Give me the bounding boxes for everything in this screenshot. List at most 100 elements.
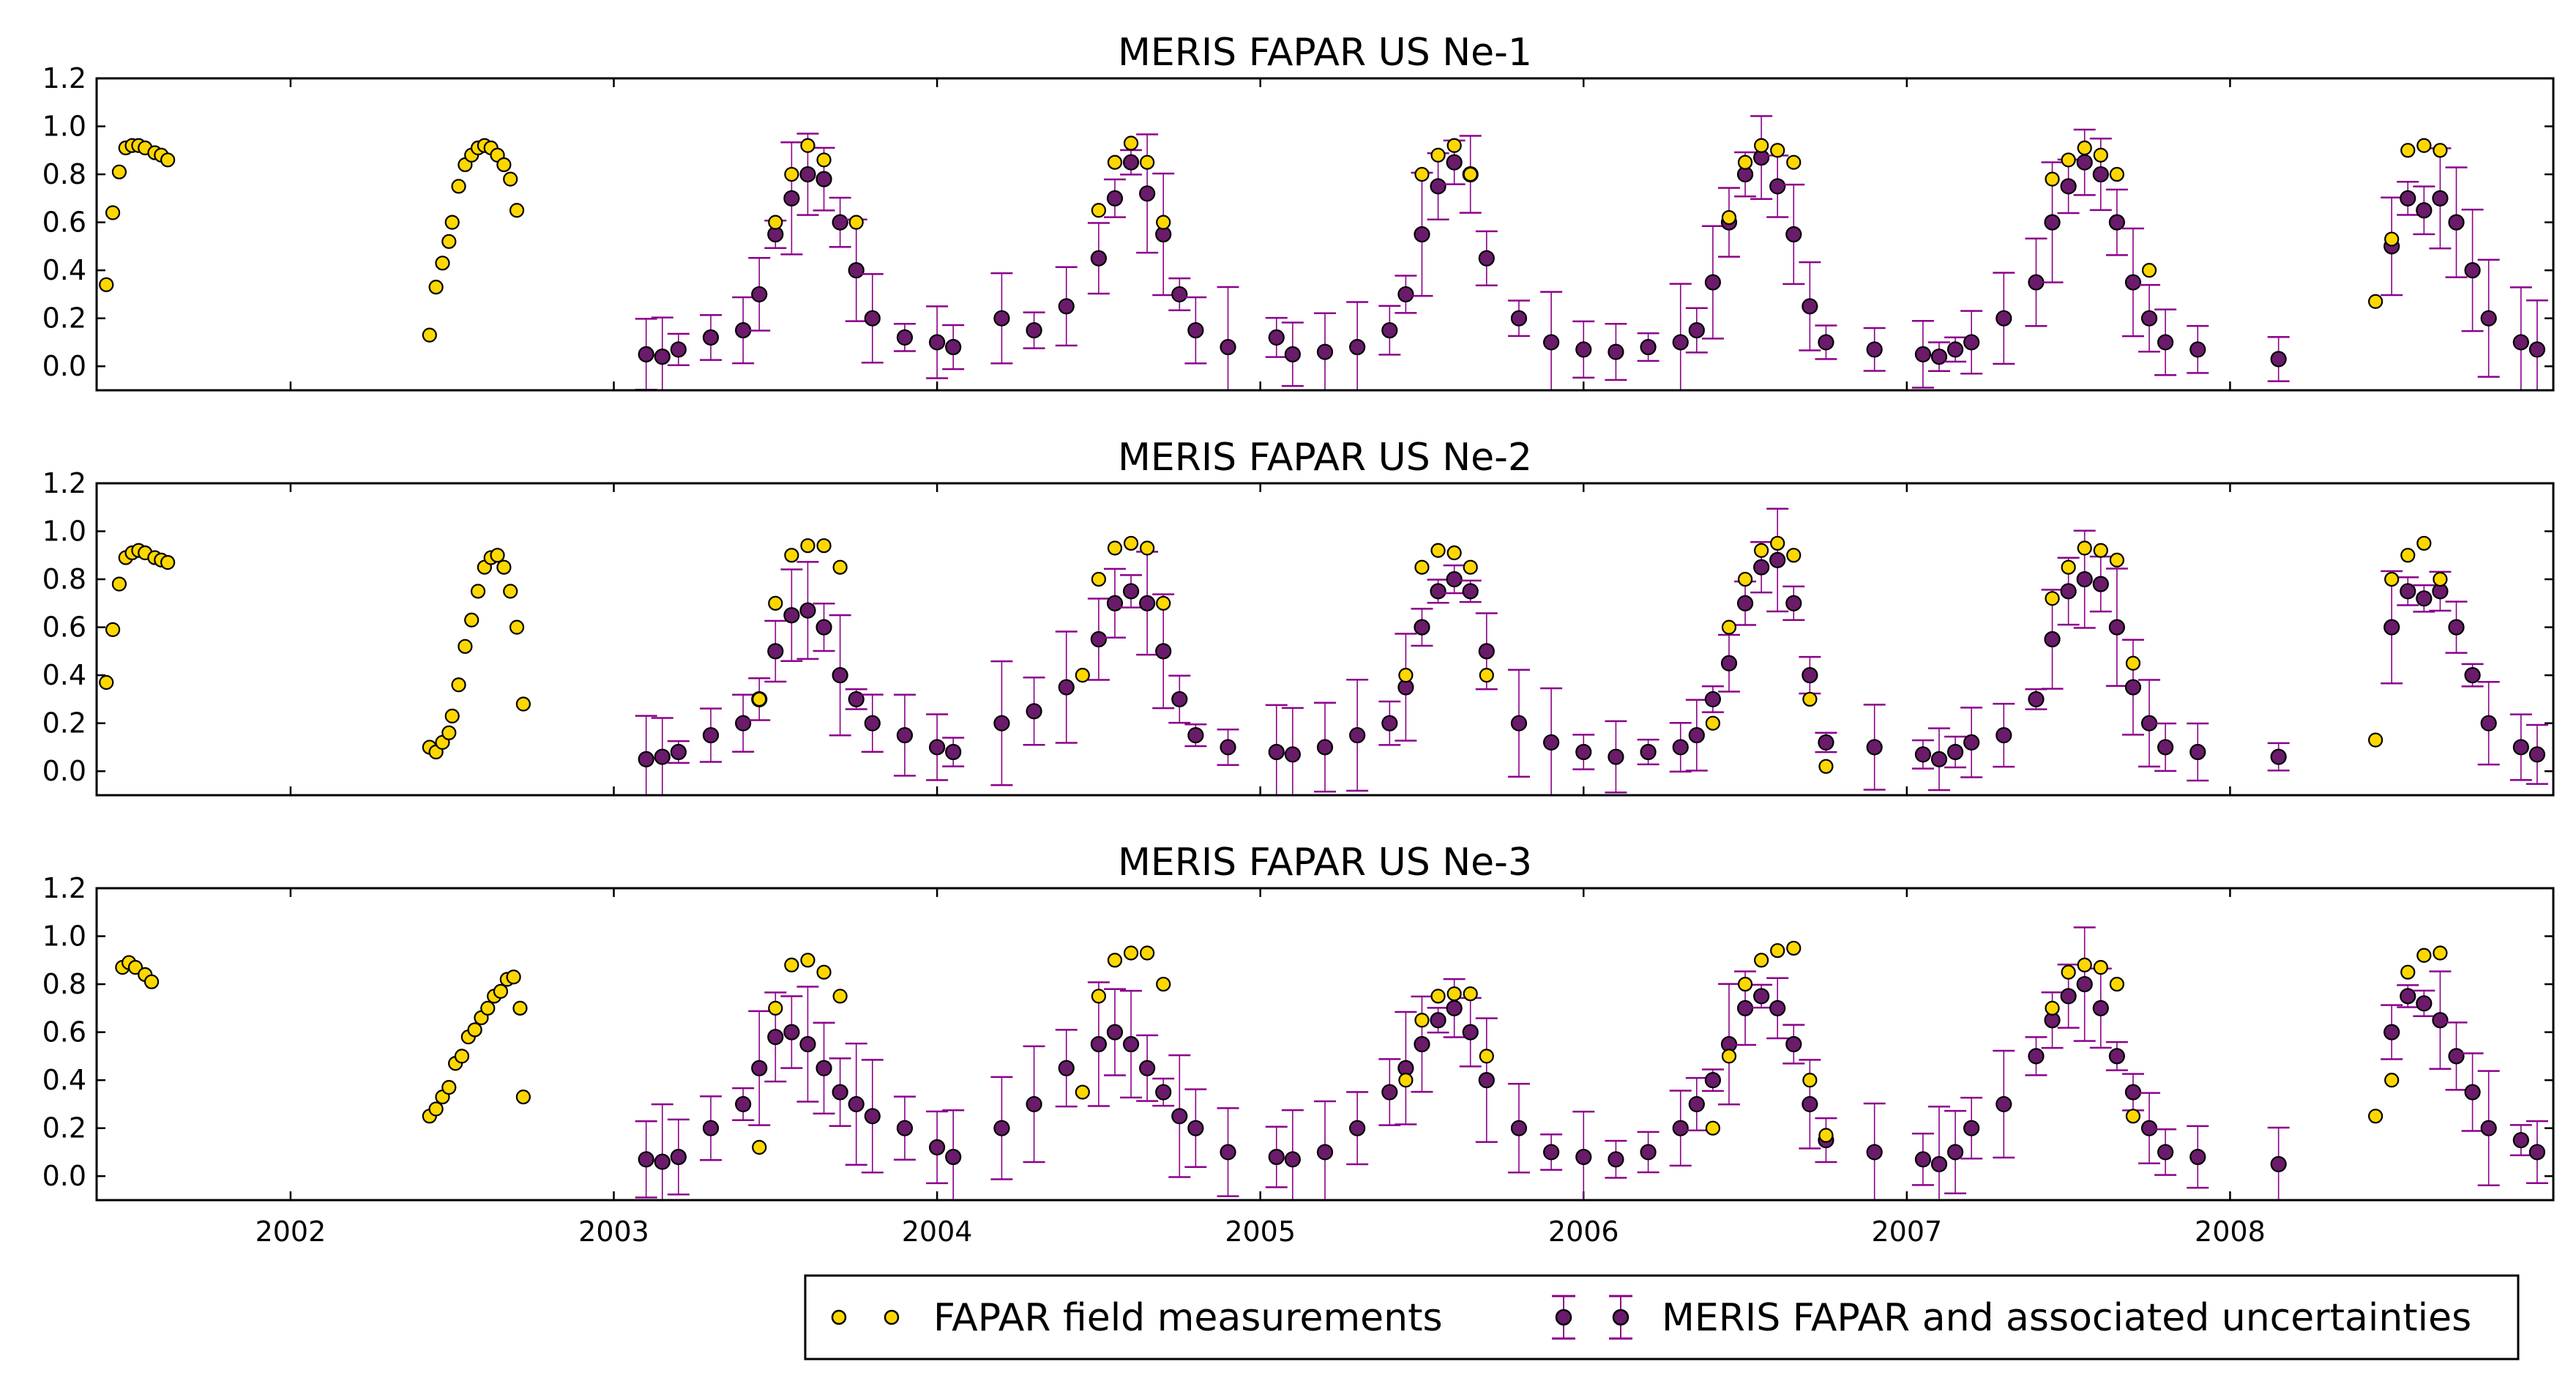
- meris-point: [2138, 283, 2161, 353]
- field-point: [1123, 135, 1139, 151]
- meris-point: [1815, 732, 1837, 753]
- field-point: [848, 215, 864, 230]
- meris-point: [1637, 738, 1660, 766]
- meris-point: [1750, 540, 1773, 594]
- field-point: [2125, 655, 2141, 671]
- panel-2-ytick-label: 1.2: [42, 467, 86, 499]
- meris-point: [732, 296, 755, 365]
- meris-point: [861, 1059, 884, 1174]
- field-point: [512, 1000, 528, 1016]
- field-point: [2109, 166, 2124, 182]
- meris-point: [2509, 286, 2532, 390]
- field-point: [1430, 543, 1446, 558]
- panel-1-ytick-label: 0.4: [42, 254, 86, 286]
- field-point: [2061, 559, 2076, 575]
- field-point: [2061, 152, 2076, 168]
- meris-point: [1717, 633, 1740, 693]
- field-point: [509, 619, 525, 635]
- meris-point: [1378, 305, 1401, 356]
- meris-point: [1184, 296, 1207, 365]
- meris-point: [2445, 166, 2468, 278]
- meris-point: [1427, 152, 1449, 220]
- field-point: [1075, 1084, 1090, 1100]
- meris-point: [1184, 1088, 1207, 1169]
- meris-point: [2154, 722, 2177, 773]
- meris-point: [1911, 1132, 1934, 1186]
- panel-1-ytick-label: 0.6: [42, 206, 86, 239]
- field-point: [1140, 945, 1155, 961]
- meris-point: [829, 196, 851, 248]
- field-point: [480, 1000, 496, 1016]
- meris-point: [990, 1076, 1013, 1180]
- meris-point: [1168, 277, 1191, 311]
- meris-point: [1103, 988, 1126, 1076]
- field-point: [2400, 548, 2416, 563]
- meris-point: [1669, 283, 1692, 390]
- meris-point: [2525, 299, 2548, 390]
- field-point: [1414, 559, 1430, 575]
- field-point: [1156, 215, 1171, 230]
- meris-point: [764, 619, 787, 683]
- meris-point: [1669, 721, 1692, 773]
- meris-point: [2525, 723, 2548, 785]
- meris-point: [1346, 679, 1369, 792]
- field-point: [816, 152, 832, 168]
- meris-point: [829, 614, 851, 737]
- meris-point: [2509, 713, 2532, 781]
- field-point: [816, 964, 832, 980]
- meris-point: [2477, 258, 2500, 378]
- meris-point: [1605, 322, 1627, 381]
- meris-point: [1605, 1139, 1627, 1179]
- panel-2-frame: [95, 482, 2555, 797]
- field-point: [1398, 668, 1414, 683]
- meris-point: [2105, 567, 2128, 688]
- meris-point: [1540, 291, 1563, 390]
- field-point: [752, 1139, 767, 1155]
- meris-point: [2381, 1004, 2403, 1060]
- panel-3-frame: [95, 887, 2555, 1202]
- meris-point: [2187, 1125, 2209, 1189]
- meris-point: [1799, 261, 1821, 351]
- field-point: [1446, 545, 1462, 561]
- meris-point: [635, 318, 657, 390]
- field-point: [422, 327, 437, 343]
- meris-point: [2397, 576, 2419, 606]
- legend: FAPAR field measurements MERIS FAPAR and…: [804, 1274, 2520, 1360]
- panel-3-title: MERIS FAPAR US Ne-3: [1118, 841, 1532, 885]
- field-point: [1705, 1120, 1720, 1136]
- xtick-label: 2007: [1871, 1216, 1942, 1248]
- meris-point: [1701, 225, 1724, 340]
- field-point: [160, 152, 176, 168]
- meris-point: [1152, 593, 1175, 710]
- meris-point: [926, 305, 949, 379]
- field-point: [2125, 1109, 2141, 1124]
- meris-point: [1411, 608, 1433, 647]
- meris-point: [700, 313, 722, 361]
- meris-point: [1782, 183, 1805, 286]
- meris-point: [1701, 1068, 1724, 1092]
- meris-point: [1395, 1010, 1417, 1125]
- meris-point: [1863, 704, 1886, 791]
- meris-point: [1685, 307, 1708, 354]
- meris-point: [1701, 685, 1724, 713]
- field-point: [2077, 140, 2092, 156]
- meris-point: [2121, 639, 2144, 736]
- meris-point: [1750, 983, 1773, 1009]
- meris-point: [861, 693, 884, 753]
- field-point: [1446, 138, 1462, 153]
- field-point: [784, 957, 799, 972]
- field-point: [509, 203, 525, 218]
- meris-point: [2025, 1036, 2047, 1076]
- meris-point: [1717, 983, 1740, 1106]
- meris-point: [1281, 707, 1304, 795]
- meris-point: [1669, 1090, 1692, 1167]
- field-point: [1414, 166, 1430, 182]
- field-point: [444, 708, 460, 723]
- meris-point: [1378, 1058, 1401, 1126]
- field-point: [2416, 138, 2432, 153]
- panel-1-ytick-label: 0.2: [42, 302, 86, 335]
- meris-point: [1799, 655, 1821, 695]
- meris-point: [813, 1021, 835, 1114]
- meris-point: [1637, 1131, 1660, 1174]
- meris-point: [667, 740, 690, 764]
